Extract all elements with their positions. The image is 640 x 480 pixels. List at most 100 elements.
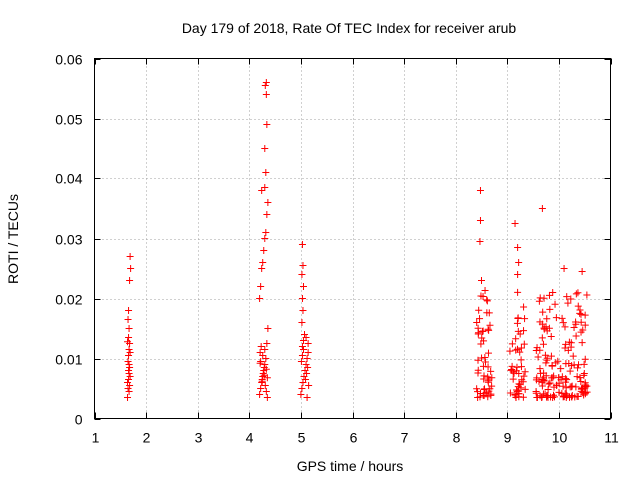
data-point [534, 353, 542, 361]
data-point [298, 352, 306, 359]
data-point [538, 334, 546, 342]
data-point [124, 358, 132, 365]
data-point [258, 377, 266, 385]
plot-frame [94, 58, 611, 419]
data-point [478, 328, 486, 336]
data-point [532, 347, 540, 355]
data-point [304, 364, 312, 371]
data-point [256, 359, 264, 367]
data-point [520, 340, 528, 348]
data-point [563, 293, 571, 301]
data-point [262, 79, 270, 86]
data-point [581, 311, 589, 319]
data-point [476, 187, 484, 194]
data-point [542, 372, 550, 380]
data-point [125, 307, 133, 314]
data-point [478, 334, 486, 342]
data-point [548, 362, 556, 370]
data-point [564, 346, 572, 354]
data-point [514, 288, 522, 296]
data-point [262, 355, 270, 362]
data-point [513, 386, 521, 394]
data-point [564, 299, 572, 307]
data-point [549, 289, 557, 296]
data-point [539, 340, 547, 348]
data-point [259, 259, 267, 266]
data-point [124, 379, 132, 386]
data-point [517, 344, 525, 352]
data-point [552, 314, 560, 322]
x-tick-label: 2 [143, 430, 151, 446]
data-point [540, 377, 548, 385]
data-point [581, 321, 589, 329]
data-point [539, 308, 547, 316]
data-point [519, 393, 527, 401]
data-point [261, 346, 269, 353]
data-point [536, 318, 544, 326]
data-point [480, 375, 488, 383]
data-point [541, 351, 549, 359]
data-point [125, 325, 133, 332]
data-point [303, 355, 311, 362]
data-point [126, 349, 134, 356]
data-point [261, 361, 269, 368]
data-point [258, 379, 266, 386]
data-point [487, 367, 495, 375]
data-point [479, 362, 487, 370]
data-point [476, 315, 484, 323]
data-point [547, 352, 555, 360]
data-point [263, 374, 271, 382]
data-point [125, 370, 133, 377]
data-point [508, 340, 516, 348]
data-point [483, 297, 491, 305]
x-tick-label: 11 [604, 430, 619, 446]
data-point [476, 238, 484, 245]
x-tick-label: 9 [504, 430, 512, 446]
data-point [562, 360, 570, 368]
data-point [125, 346, 133, 353]
data-point [511, 220, 519, 227]
data-point [302, 361, 310, 368]
data-point [506, 389, 514, 397]
data-point [568, 362, 576, 370]
data-point [262, 169, 270, 176]
data-point [514, 315, 522, 323]
data-point [573, 392, 581, 400]
data-point [583, 291, 591, 299]
data-point [542, 323, 550, 331]
data-point [578, 385, 586, 393]
data-point [579, 326, 587, 334]
data-point [567, 295, 575, 303]
data-point [555, 379, 563, 387]
data-point [515, 259, 523, 266]
data-point [508, 362, 516, 370]
data-point [517, 363, 525, 371]
chart-title: Day 179 of 2018, Rate Of TEC Index for r… [182, 20, 517, 36]
data-point [551, 300, 559, 308]
data-point [257, 343, 265, 350]
y-tick-label: 0.01 [55, 352, 82, 368]
data-point [124, 316, 132, 323]
data-point [474, 329, 482, 337]
data-point [512, 346, 520, 354]
data-point [302, 334, 310, 341]
data-point [516, 348, 524, 356]
data-point [257, 385, 265, 392]
data-point [532, 389, 540, 397]
data-point [543, 315, 551, 323]
data-point [507, 366, 515, 374]
data-point [576, 374, 584, 382]
data-point [583, 382, 591, 390]
data-point [558, 373, 566, 381]
data-point [299, 283, 307, 290]
data-point [560, 392, 568, 400]
data-point [299, 262, 307, 269]
data-point [568, 392, 576, 400]
data-point [301, 331, 309, 338]
data-point [298, 241, 306, 248]
data-point [264, 199, 272, 206]
x-axis-label: GPS time / hours [297, 458, 404, 474]
data-point [517, 356, 525, 364]
data-point [572, 290, 580, 298]
axes: 1 2 3 4 5 6 7 8 9 10 11 0 0.01 0.02 0.03 0.04 0.05 0.06 [55, 52, 619, 446]
